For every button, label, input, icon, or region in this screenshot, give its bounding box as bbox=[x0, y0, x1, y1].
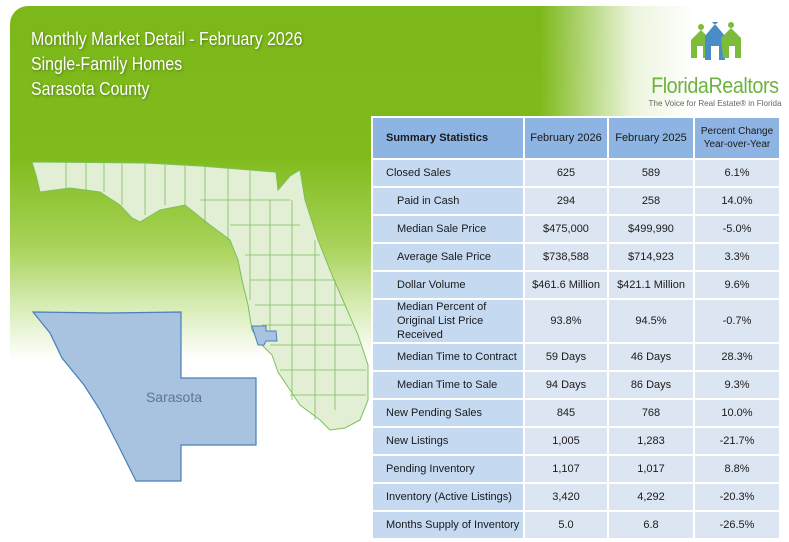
houses-people-icon bbox=[691, 18, 741, 60]
value-percent-change: 8.8% bbox=[695, 456, 779, 482]
sarasota-county-on-map bbox=[251, 325, 278, 346]
row-label: New Pending Sales bbox=[373, 400, 523, 426]
title-line-3: Sarasota County bbox=[31, 78, 150, 99]
value-february-2025: 1,283 bbox=[609, 428, 693, 454]
table-row: Pending Inventory 1,107 1,017 8.8% bbox=[373, 456, 779, 482]
row-label: Closed Sales bbox=[373, 160, 523, 186]
florida-state-outline bbox=[31, 161, 369, 431]
value-february-2026: 845 bbox=[525, 400, 607, 426]
value-february-2026: $461.6 Million bbox=[525, 272, 607, 298]
value-percent-change: 10.0% bbox=[695, 400, 779, 426]
header-february-2026: February 2026 bbox=[525, 118, 607, 158]
value-february-2025: 258 bbox=[609, 188, 693, 214]
row-label: New Listings bbox=[373, 428, 523, 454]
value-percent-change: 9.6% bbox=[695, 272, 779, 298]
value-february-2026: 1,005 bbox=[525, 428, 607, 454]
county-borders bbox=[65, 162, 366, 420]
value-february-2026: 59 Days bbox=[525, 344, 607, 370]
table-row: New Pending Sales 845 768 10.0% bbox=[373, 400, 779, 426]
value-february-2025: 86 Days bbox=[609, 372, 693, 398]
table-row: Months Supply of Inventory 5.0 6.8 -26.5% bbox=[373, 512, 779, 538]
value-february-2026: 1,107 bbox=[525, 456, 607, 482]
florida-realtors-logo: FloridaRealtors The Voice for Real Estat… bbox=[640, 18, 789, 108]
row-label: Pending Inventory bbox=[373, 456, 523, 482]
table-row: Closed Sales 625 589 6.1% bbox=[373, 160, 779, 186]
value-percent-change: -20.3% bbox=[695, 484, 779, 510]
sarasota-county-inset bbox=[31, 311, 257, 482]
value-february-2026: 5.0 bbox=[525, 512, 607, 538]
value-february-2026: $738,588 bbox=[525, 244, 607, 270]
logo-name: FloridaRealtors bbox=[651, 73, 779, 98]
table-row: Paid in Cash 294 258 14.0% bbox=[373, 188, 779, 214]
value-february-2026: 294 bbox=[525, 188, 607, 214]
value-percent-change: 9.3% bbox=[695, 372, 779, 398]
row-label: Dollar Volume bbox=[373, 272, 523, 298]
header-percent-change: Percent Change Year-over-Year bbox=[695, 118, 779, 158]
header-february-2025: February 2025 bbox=[609, 118, 693, 158]
value-percent-change: -5.0% bbox=[695, 216, 779, 242]
value-february-2026: 94 Days bbox=[525, 372, 607, 398]
row-label: Inventory (Active Listings) bbox=[373, 484, 523, 510]
table-header-row: Summary Statistics February 2026 Februar… bbox=[373, 118, 779, 158]
value-february-2025: 1,017 bbox=[609, 456, 693, 482]
value-percent-change: 3.3% bbox=[695, 244, 779, 270]
value-percent-change: 28.3% bbox=[695, 344, 779, 370]
title-line-2: Single-Family Homes bbox=[31, 53, 183, 74]
value-february-2026: 625 bbox=[525, 160, 607, 186]
value-percent-change: -21.7% bbox=[695, 428, 779, 454]
table-row: New Listings 1,005 1,283 -21.7% bbox=[373, 428, 779, 454]
row-label: Median Sale Price bbox=[373, 216, 523, 242]
value-february-2025: 46 Days bbox=[609, 344, 693, 370]
logo-tagline: The Voice for Real Estate® in Florida bbox=[648, 98, 782, 108]
value-february-2025: 94.5% bbox=[609, 300, 693, 342]
value-percent-change: -0.7% bbox=[695, 300, 779, 342]
table-row: Median Sale Price $475,000 $499,990 -5.0% bbox=[373, 216, 779, 242]
value-february-2025: $714,923 bbox=[609, 244, 693, 270]
row-label: Median Time to Sale bbox=[373, 372, 523, 398]
table-row: Average Sale Price $738,588 $714,923 3.3% bbox=[373, 244, 779, 270]
table-row: Median Percent of Original List Price Re… bbox=[373, 300, 779, 342]
sarasota-label: Sarasota bbox=[146, 389, 202, 405]
value-february-2026: 93.8% bbox=[525, 300, 607, 342]
row-label: Median Time to Contract bbox=[373, 344, 523, 370]
value-percent-change: 14.0% bbox=[695, 188, 779, 214]
summary-statistics-table: Summary Statistics February 2026 Februar… bbox=[371, 116, 781, 540]
header-summary-statistics: Summary Statistics bbox=[373, 118, 523, 158]
row-label: Paid in Cash bbox=[373, 188, 523, 214]
row-label: Median Percent of Original List Price Re… bbox=[373, 300, 523, 342]
table-row: Median Time to Sale 94 Days 86 Days 9.3% bbox=[373, 372, 779, 398]
title-line-1: Monthly Market Detail - February 2026 bbox=[31, 28, 303, 49]
value-percent-change: 6.1% bbox=[695, 160, 779, 186]
value-february-2026: 3,420 bbox=[525, 484, 607, 510]
value-february-2025: $499,990 bbox=[609, 216, 693, 242]
table-row: Dollar Volume $461.6 Million $421.1 Millio… bbox=[373, 272, 779, 298]
value-february-2025: 6.8 bbox=[609, 512, 693, 538]
row-label: Average Sale Price bbox=[373, 244, 523, 270]
value-february-2025: 589 bbox=[609, 160, 693, 186]
report-title: Monthly Market Detail - February 2026 Si… bbox=[31, 26, 302, 101]
row-label: Months Supply of Inventory bbox=[373, 512, 523, 538]
value-february-2026: $475,000 bbox=[525, 216, 607, 242]
value-february-2025: 768 bbox=[609, 400, 693, 426]
florida-map: Sarasota bbox=[31, 161, 369, 482]
table-row: Inventory (Active Listings) 3,420 4,292 -20… bbox=[373, 484, 779, 510]
table-row: Median Time to Contract 59 Days 46 Days 28.… bbox=[373, 344, 779, 370]
value-february-2025: 4,292 bbox=[609, 484, 693, 510]
value-percent-change: -26.5% bbox=[695, 512, 779, 538]
value-february-2025: $421.1 Million bbox=[609, 272, 693, 298]
